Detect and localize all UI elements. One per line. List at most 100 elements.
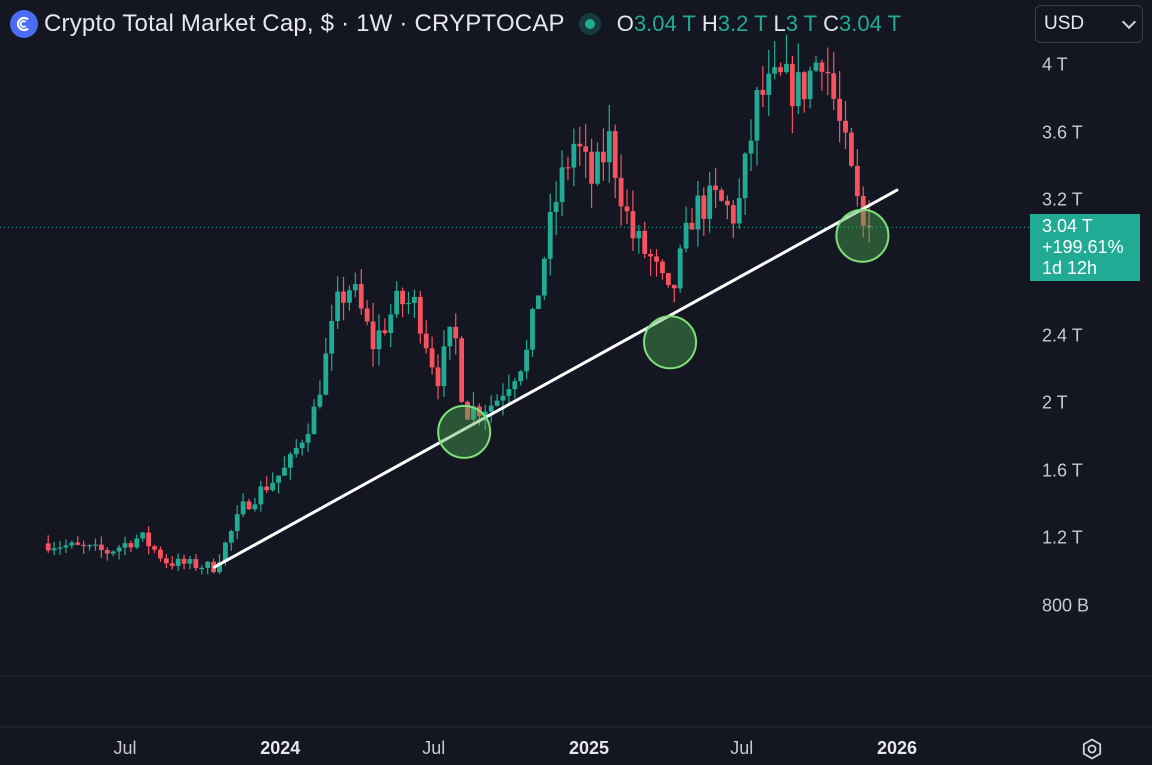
low-value: 3 T (785, 11, 818, 36)
candle (228, 529, 234, 551)
candle (624, 189, 630, 224)
candle-body (589, 151, 594, 184)
candle-body (730, 205, 736, 224)
candle-body (87, 545, 92, 547)
candle (654, 249, 659, 277)
currency-select[interactable]: USD (1035, 5, 1143, 43)
y-tick-label: 2 T (1042, 392, 1068, 413)
candle-body (423, 333, 429, 349)
candle (329, 304, 335, 371)
candle-body (400, 290, 405, 305)
candle-body (217, 562, 222, 573)
candle-body (93, 544, 98, 546)
candle-body (665, 273, 671, 285)
candle (660, 259, 665, 280)
candle (364, 300, 370, 326)
candle (175, 553, 181, 571)
candle (547, 193, 553, 276)
candle (559, 150, 565, 216)
candle-body (807, 70, 813, 100)
candle-body (81, 544, 87, 547)
candle-body (205, 561, 211, 568)
candle-body (335, 291, 341, 322)
candle-body (742, 153, 748, 199)
candle (193, 554, 199, 571)
candle-body (181, 558, 187, 564)
candle (411, 289, 417, 318)
candle (335, 276, 341, 329)
candle (134, 534, 140, 550)
candle-body (813, 62, 819, 71)
candle (648, 248, 654, 277)
candle (57, 540, 63, 555)
candlestick-series (45, 34, 872, 575)
candle (429, 336, 435, 375)
candle (860, 186, 866, 238)
candle (341, 276, 346, 321)
high-key: H (701, 11, 718, 36)
candle-body (536, 295, 541, 309)
candle (370, 302, 376, 367)
chart-title[interactable]: Crypto Total Market Cap, $ · 1W · CRYPTO… (44, 10, 565, 37)
candle (299, 439, 305, 456)
candle-body (311, 406, 317, 435)
candle (618, 154, 624, 226)
candle (152, 544, 157, 554)
candle-body (152, 546, 157, 550)
candle (719, 187, 724, 202)
candle-body (140, 532, 146, 539)
candle (158, 546, 163, 562)
candle-body (98, 544, 104, 551)
candle-body (854, 165, 860, 196)
candle-body (831, 73, 837, 99)
y-tick-label: 1.2 T (1042, 527, 1083, 548)
candle-body (394, 290, 400, 315)
candle-body (276, 475, 281, 483)
candle (252, 497, 258, 512)
candle (181, 554, 187, 570)
candle (825, 47, 831, 96)
candle (276, 475, 281, 494)
candle-body (748, 140, 754, 154)
candle-body (512, 381, 518, 390)
low-key: L (773, 11, 786, 36)
candle-body (866, 225, 872, 228)
candle-body (223, 542, 228, 563)
live-dot-icon (578, 13, 601, 35)
candle (571, 128, 577, 187)
candle (258, 480, 264, 512)
candle (447, 326, 453, 360)
candle (742, 152, 748, 215)
candle-body (618, 177, 624, 207)
candle-body (358, 284, 364, 309)
candle-body (45, 543, 51, 551)
candle (754, 86, 760, 166)
settings-gear-icon[interactable] (1080, 737, 1104, 761)
candle (51, 541, 57, 555)
candle (287, 451, 293, 480)
candle (524, 339, 530, 380)
candle-body (270, 482, 276, 491)
y-tick-label: 4 T (1042, 54, 1068, 75)
candle-body (417, 296, 423, 334)
candle-body (57, 547, 63, 549)
candle (801, 71, 807, 113)
candle-body (63, 545, 69, 548)
candle-body (565, 167, 571, 169)
candle-body (648, 253, 654, 257)
high-value: 3.2 T (717, 11, 768, 36)
candle (536, 295, 541, 310)
candle-body (163, 558, 169, 564)
candle (417, 290, 423, 344)
candle-body (843, 120, 848, 133)
candle-body (465, 401, 470, 420)
candle-body (624, 206, 630, 212)
candle (831, 52, 837, 111)
candle-body (695, 195, 701, 230)
candle (423, 320, 429, 354)
candle (606, 104, 612, 183)
candle (317, 380, 323, 409)
candle-body (158, 549, 163, 559)
candle-body (128, 543, 134, 548)
